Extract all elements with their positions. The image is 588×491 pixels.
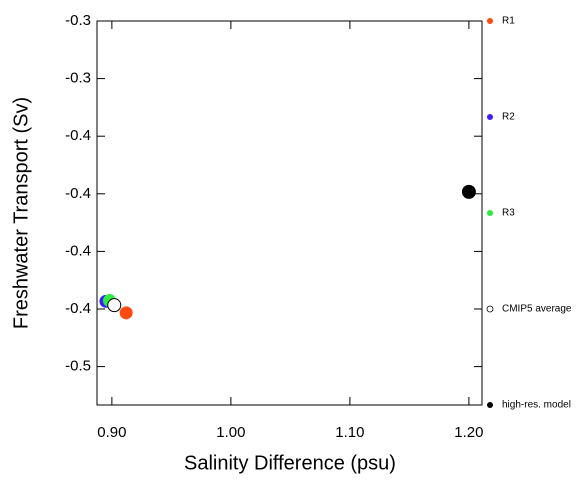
x-tick-label: 1.20 xyxy=(454,424,483,441)
legend-label: R3 xyxy=(502,208,515,219)
y-tick-label: -0.5 xyxy=(65,358,91,375)
x-axis-title: Salinity Difference (psu) xyxy=(184,452,396,474)
x-tick-label: 1.10 xyxy=(335,424,364,441)
legend-marker xyxy=(487,402,493,408)
y-tick-label: -0.3 xyxy=(65,70,91,87)
y-tick-label: -0.4 xyxy=(65,300,91,317)
x-tick-label: 0.90 xyxy=(97,424,126,441)
legend-label: high-res. model xyxy=(502,400,571,411)
y-axis-title: Freshwater Transport (Sv) xyxy=(10,97,32,329)
legend-label: CMIP5 average xyxy=(502,304,572,315)
legend-label: R2 xyxy=(502,112,515,123)
y-tick-label: -0.4 xyxy=(65,242,91,259)
point xyxy=(461,184,476,199)
y-tick-label: -0.4 xyxy=(65,127,91,144)
y-tick-label: -0.3 xyxy=(65,12,91,29)
y-tick-label: -0.4 xyxy=(65,185,91,202)
legend-marker xyxy=(487,210,493,216)
x-tick-label: 1.00 xyxy=(216,424,245,441)
legend-marker xyxy=(486,305,494,313)
point xyxy=(119,306,133,320)
plot-frame xyxy=(96,20,483,406)
legend-marker xyxy=(487,18,493,24)
point xyxy=(107,298,122,313)
legend-marker xyxy=(487,114,493,120)
legend-label: R1 xyxy=(502,16,515,27)
